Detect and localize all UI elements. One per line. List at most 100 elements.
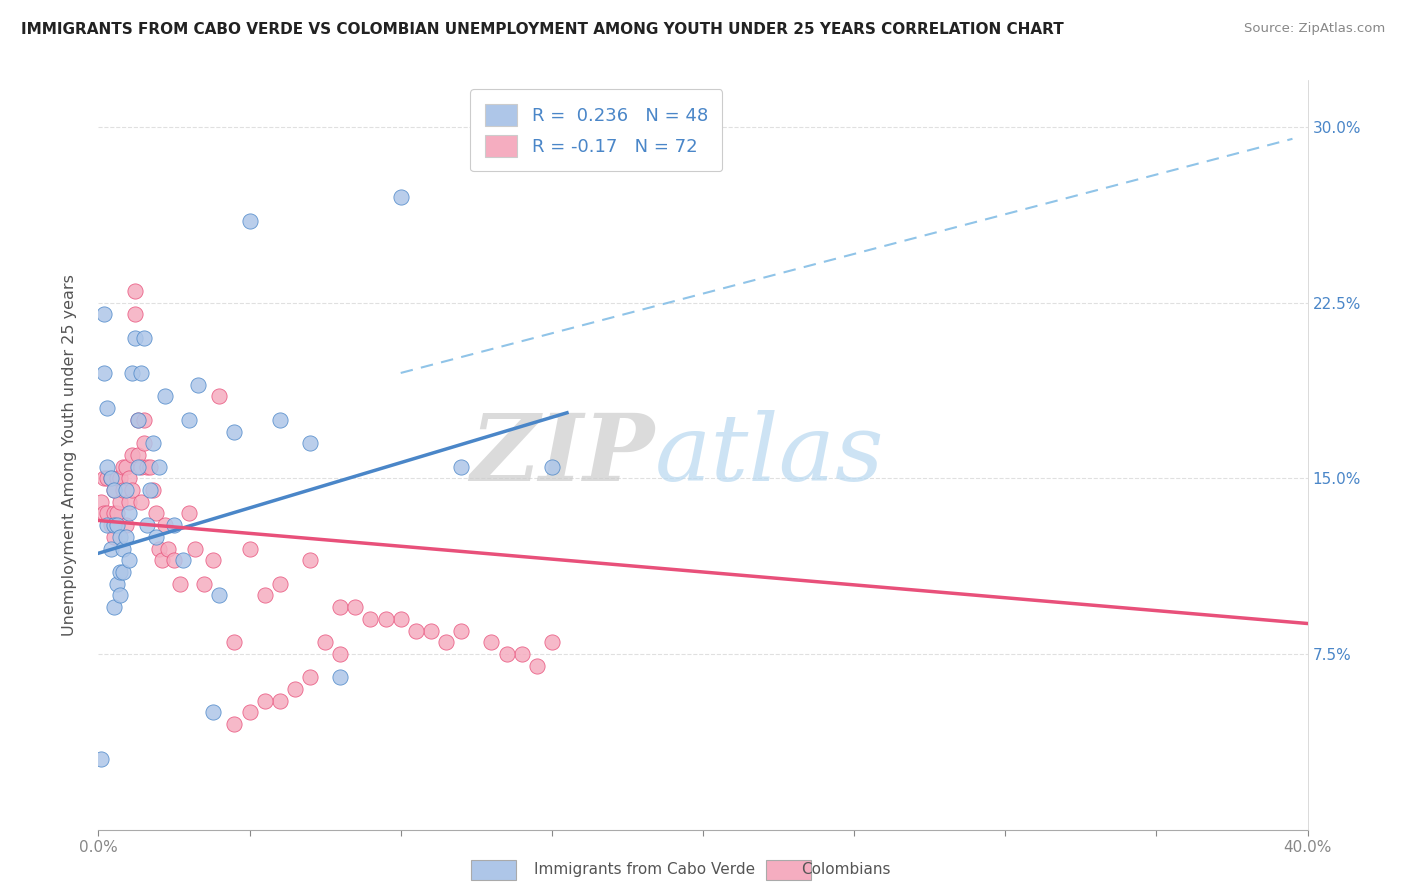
Point bbox=[450, 459, 472, 474]
Point bbox=[344, 600, 367, 615]
Point bbox=[202, 706, 225, 720]
Point bbox=[105, 576, 128, 591]
Point bbox=[389, 612, 412, 626]
Point bbox=[108, 589, 131, 603]
Point bbox=[118, 553, 141, 567]
Point bbox=[132, 331, 155, 345]
Point bbox=[239, 213, 262, 227]
Point bbox=[111, 565, 134, 579]
Point bbox=[434, 635, 457, 649]
Point bbox=[329, 670, 352, 684]
Point bbox=[208, 389, 231, 403]
Point bbox=[239, 541, 262, 556]
Point bbox=[145, 530, 167, 544]
Point bbox=[208, 589, 231, 603]
Legend: R =  0.236   N = 48, R = -0.17   N = 72: R = 0.236 N = 48, R = -0.17 N = 72 bbox=[470, 89, 723, 171]
Point bbox=[139, 459, 162, 474]
Text: ZIP: ZIP bbox=[471, 410, 655, 500]
Point bbox=[111, 459, 134, 474]
Point bbox=[269, 576, 291, 591]
Point bbox=[169, 576, 191, 591]
Y-axis label: Unemployment Among Youth under 25 years: Unemployment Among Youth under 25 years bbox=[62, 274, 77, 636]
Point bbox=[299, 553, 322, 567]
Point bbox=[114, 459, 136, 474]
Text: IMMIGRANTS FROM CABO VERDE VS COLOMBIAN UNEMPLOYMENT AMONG YOUTH UNDER 25 YEARS : IMMIGRANTS FROM CABO VERDE VS COLOMBIAN … bbox=[21, 22, 1064, 37]
Point bbox=[172, 553, 194, 567]
Point bbox=[253, 694, 276, 708]
Point bbox=[179, 413, 201, 427]
Point bbox=[93, 366, 115, 380]
Point bbox=[224, 635, 246, 649]
Point bbox=[96, 459, 118, 474]
Point bbox=[118, 494, 141, 508]
Point bbox=[129, 494, 152, 508]
Point bbox=[179, 507, 201, 521]
Point bbox=[105, 518, 128, 533]
Point bbox=[224, 425, 246, 439]
Point bbox=[118, 471, 141, 485]
Point bbox=[100, 518, 122, 533]
Point bbox=[420, 624, 443, 638]
Point bbox=[224, 717, 246, 731]
Text: Source: ZipAtlas.com: Source: ZipAtlas.com bbox=[1244, 22, 1385, 36]
Point bbox=[450, 624, 472, 638]
Point bbox=[360, 612, 382, 626]
Point bbox=[124, 284, 146, 298]
Point bbox=[389, 190, 412, 204]
Point bbox=[153, 518, 176, 533]
Point bbox=[103, 600, 125, 615]
Point bbox=[129, 459, 152, 474]
Point bbox=[481, 635, 503, 649]
Point bbox=[103, 507, 125, 521]
Point bbox=[103, 483, 125, 497]
Point bbox=[127, 413, 149, 427]
Point bbox=[121, 366, 143, 380]
Point bbox=[540, 459, 562, 474]
Point bbox=[100, 541, 122, 556]
Point bbox=[111, 541, 134, 556]
Point bbox=[127, 448, 149, 462]
Text: Immigrants from Cabo Verde: Immigrants from Cabo Verde bbox=[534, 863, 755, 877]
Point bbox=[495, 647, 517, 661]
Point bbox=[156, 541, 179, 556]
Point bbox=[90, 752, 112, 766]
Point bbox=[132, 436, 155, 450]
Point bbox=[239, 706, 262, 720]
Point bbox=[111, 483, 134, 497]
Point bbox=[100, 471, 122, 485]
Point bbox=[96, 401, 118, 416]
Point bbox=[510, 647, 533, 661]
Point bbox=[540, 635, 562, 649]
Point bbox=[93, 507, 115, 521]
Point bbox=[148, 459, 170, 474]
Point bbox=[299, 670, 322, 684]
Point bbox=[135, 518, 157, 533]
Point bbox=[108, 565, 131, 579]
Point bbox=[127, 459, 149, 474]
Point bbox=[148, 541, 170, 556]
Point bbox=[269, 413, 291, 427]
Point bbox=[184, 541, 207, 556]
Point bbox=[142, 483, 165, 497]
Point bbox=[121, 483, 143, 497]
Point bbox=[142, 436, 165, 450]
Point bbox=[132, 413, 155, 427]
Point bbox=[118, 507, 141, 521]
Point bbox=[103, 530, 125, 544]
Point bbox=[100, 471, 122, 485]
Point bbox=[135, 459, 157, 474]
Point bbox=[114, 530, 136, 544]
Point bbox=[93, 307, 115, 321]
Point bbox=[153, 389, 176, 403]
Point bbox=[129, 366, 152, 380]
Point bbox=[526, 658, 548, 673]
Point bbox=[299, 436, 322, 450]
Point bbox=[124, 307, 146, 321]
Point bbox=[202, 553, 225, 567]
Point bbox=[253, 589, 276, 603]
Point bbox=[121, 448, 143, 462]
Point bbox=[329, 647, 352, 661]
Point bbox=[108, 530, 131, 544]
Point bbox=[193, 576, 215, 591]
Point bbox=[139, 483, 162, 497]
